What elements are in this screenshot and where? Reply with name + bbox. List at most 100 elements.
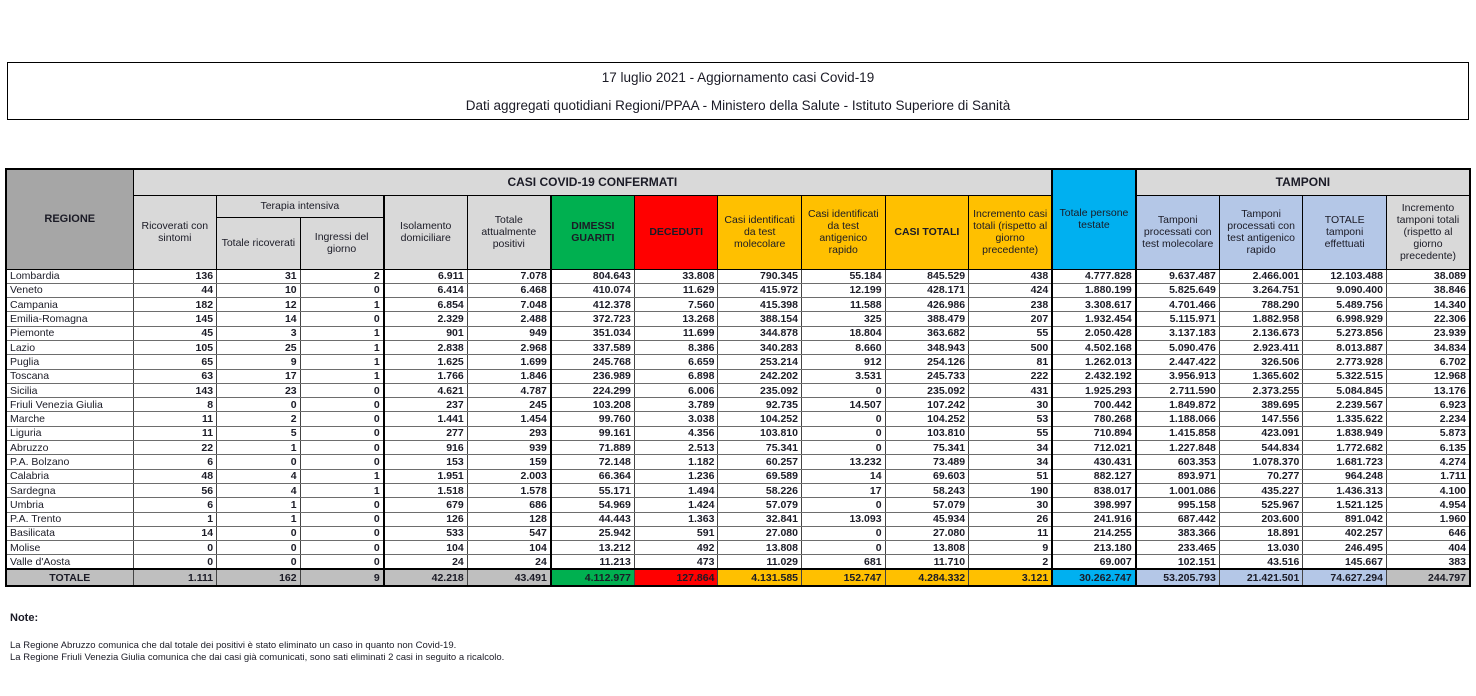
value-cell: 1.578 (466, 482, 552, 499)
value-cell: 11 (132, 411, 218, 427)
value-cell: 0 (299, 425, 385, 442)
value-cell: 60.257 (717, 454, 802, 470)
region-name-cell: Marche (5, 411, 134, 427)
report-header-box: 17 luglio 2021 - Aggiornamento casi Covi… (7, 62, 1469, 120)
value-cell: 4.787 (466, 382, 552, 399)
value-cell: 344.878 (717, 325, 802, 341)
value-cell: 4.954 (1385, 497, 1471, 513)
value-cell: 9 (299, 568, 385, 587)
table-row: Valle d'Aosta 0 0 0 24 24 11.213 473 11.029 681 11… (5, 554, 1471, 570)
value-cell: 45.934 (884, 511, 970, 527)
value-cell: 13.808 (884, 540, 970, 556)
value-cell: 0 (299, 382, 385, 399)
value-cell: 12 (216, 297, 301, 313)
group-header-terapia-intensiva: Terapia intensiva (216, 194, 385, 218)
region-name-cell: Basilicata (5, 525, 134, 542)
table-row: Lombardia 136 31 2 6.911 7.078 804.643 33.808 79… (5, 268, 1471, 284)
column-header-totale-persone-testate: Totale persone testate (1051, 168, 1137, 270)
value-cell: 27.080 (884, 525, 970, 542)
value-cell: 2.513 (633, 440, 719, 456)
value-cell: 1.188.066 (1134, 411, 1220, 427)
value-cell: 686 (466, 497, 552, 513)
value-cell: 1 (299, 339, 385, 356)
value-cell: 14.340 (1385, 297, 1471, 313)
value-cell: 237 (382, 397, 468, 413)
value-cell: 5.322.515 (1302, 368, 1387, 384)
value-cell: 4.777.828 (1051, 268, 1137, 284)
table-row: Basilicata 14 0 0 533 547 25.942 591 27.080 0 27.0… (5, 525, 1471, 542)
value-cell: 430.431 (1051, 454, 1137, 470)
value-cell: 710.894 (1051, 425, 1137, 442)
value-cell: 901 (382, 325, 468, 341)
table-row: Friuli Venezia Giulia 8 0 0 237 245 103.208 3.7… (5, 397, 1471, 413)
value-cell: 0 (299, 397, 385, 413)
value-cell: 1.711 (1385, 468, 1471, 484)
value-cell: 75.341 (884, 440, 970, 456)
table-row: Sardegna 56 4 1 1.518 1.578 55.171 1.494 58.226 1… (5, 482, 1471, 499)
value-cell: 0 (299, 440, 385, 456)
value-cell: 128 (466, 511, 552, 527)
column-header-incremento-casi-totali: Incremento casi totali (rispetto al gior… (968, 194, 1053, 270)
value-cell: 3.531 (801, 368, 886, 384)
value-cell: 790.345 (717, 268, 802, 284)
value-cell: 14 (216, 311, 301, 327)
report-title: 17 luglio 2021 - Aggiornamento casi Covi… (601, 69, 875, 85)
value-cell: 105 (132, 339, 218, 356)
value-cell: 69.603 (884, 468, 970, 484)
value-cell: 3.038 (633, 411, 719, 427)
value-cell: 1.518 (382, 482, 468, 499)
column-header-ingressi-del-giorno: Ingressi del giorno (299, 216, 385, 270)
region-name-cell: Emilia-Romagna (5, 311, 134, 327)
value-cell: 11 (968, 525, 1053, 542)
value-cell: 893.971 (1134, 468, 1220, 484)
value-cell: 0 (299, 554, 385, 570)
region-name-cell: Piemonte (5, 325, 134, 341)
total-label-cell: TOTALE (5, 568, 134, 587)
value-cell: 27.080 (717, 525, 802, 542)
value-cell: 1.436.313 (1302, 482, 1387, 499)
value-cell: 3.264.751 (1218, 282, 1304, 299)
value-cell: 0 (299, 454, 385, 470)
value-cell: 389.695 (1218, 397, 1304, 413)
value-cell: 1.932.454 (1051, 311, 1137, 327)
column-header-incremento-tamponi: Incremento tamponi totali (rispetto al g… (1385, 194, 1471, 270)
value-cell: 939 (466, 440, 552, 456)
value-cell: 22.306 (1385, 311, 1471, 327)
region-name-cell: Liguria (5, 425, 134, 442)
value-cell: 43.516 (1218, 554, 1304, 570)
value-cell: 780.268 (1051, 411, 1137, 427)
value-cell: 136 (132, 268, 218, 284)
value-cell: 277 (382, 425, 468, 442)
value-cell: 4 (216, 468, 301, 484)
column-header-casi-test-antigenico: Casi identificati da test antigenico rap… (801, 194, 886, 270)
value-cell: 1 (299, 297, 385, 313)
value-cell: 11.629 (633, 282, 719, 299)
value-cell: 1.772.682 (1302, 440, 1387, 456)
value-cell: 2 (968, 554, 1053, 570)
value-cell: 428.171 (884, 282, 970, 299)
report-subtitle: Dati aggregati quotidiani Regioni/PPAA -… (465, 97, 1011, 113)
value-cell: 18.891 (1218, 525, 1304, 542)
value-cell: 0 (216, 540, 301, 556)
value-cell: 30 (968, 397, 1053, 413)
value-cell: 233.465 (1134, 540, 1220, 556)
value-cell: 6.414 (382, 282, 468, 299)
value-cell: 6.135 (1385, 440, 1471, 456)
value-cell: 7.560 (633, 297, 719, 313)
value-cell: 5.084.845 (1302, 382, 1387, 399)
value-cell: 224.299 (549, 382, 635, 399)
value-cell: 14 (801, 468, 886, 484)
value-cell: 2.923.411 (1218, 339, 1304, 356)
column-header-tamponi-antigenico: Tamponi processati con test antigenico r… (1218, 194, 1304, 270)
value-cell: 0 (299, 511, 385, 527)
value-cell: 1 (216, 440, 301, 456)
value-cell: 383.366 (1134, 525, 1220, 542)
region-name-cell: Campania (5, 297, 134, 313)
value-cell: 3 (216, 325, 301, 341)
value-cell: 372.723 (549, 311, 635, 327)
value-cell: 245.768 (549, 354, 635, 370)
value-cell: 152.747 (801, 568, 886, 587)
value-cell: 547 (466, 525, 552, 542)
value-cell: 1.951 (382, 468, 468, 484)
value-cell: 48 (132, 468, 218, 484)
